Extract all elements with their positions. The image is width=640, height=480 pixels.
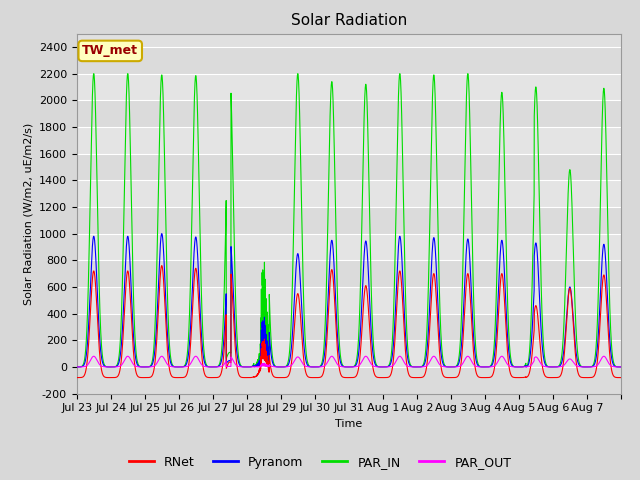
Bar xyxy=(77,207,621,234)
Pyranom xyxy=(539,348,547,354)
Bar xyxy=(77,313,621,340)
RNet xyxy=(539,366,547,372)
RNet xyxy=(617,375,625,381)
Y-axis label: Solar Radiation (W/m2, uE/m2/s): Solar Radiation (W/m2, uE/m2/s) xyxy=(23,122,33,305)
Line: RNet: RNet xyxy=(77,265,621,378)
RNet xyxy=(398,290,406,296)
Bar xyxy=(77,180,621,207)
Bar xyxy=(77,154,621,180)
Title: Solar Radiation: Solar Radiation xyxy=(291,13,407,28)
RNet xyxy=(73,375,81,381)
RNet xyxy=(158,263,166,268)
PAR_OUT xyxy=(186,362,193,368)
RNet xyxy=(369,365,377,371)
PAR_OUT xyxy=(369,363,377,369)
Bar xyxy=(77,47,621,73)
Line: PAR_IN: PAR_IN xyxy=(77,73,621,367)
PAR_IN xyxy=(369,334,377,339)
Pyranom xyxy=(186,338,193,344)
PAR_IN xyxy=(73,364,81,370)
Bar xyxy=(77,367,621,394)
PAR_IN xyxy=(398,131,406,137)
RNet xyxy=(186,353,193,359)
Pyranom xyxy=(398,260,406,266)
Pyranom xyxy=(525,361,532,367)
PAR_IN xyxy=(186,306,193,312)
RNet xyxy=(498,271,506,276)
Pyranom xyxy=(73,364,81,370)
PAR_OUT xyxy=(617,364,625,370)
Pyranom xyxy=(549,364,557,370)
Bar xyxy=(77,260,621,287)
Bar xyxy=(77,340,621,367)
Pyranom xyxy=(369,350,377,356)
PAR_IN xyxy=(617,364,625,370)
Pyranom xyxy=(498,238,506,243)
RNet xyxy=(515,375,523,381)
Legend: RNet, Pyranom, PAR_IN, PAR_OUT: RNet, Pyranom, PAR_IN, PAR_OUT xyxy=(124,451,516,474)
PAR_IN xyxy=(498,90,506,96)
Text: TW_met: TW_met xyxy=(82,44,138,58)
X-axis label: Time: Time xyxy=(335,419,362,429)
PAR_OUT xyxy=(549,364,557,370)
Bar xyxy=(77,127,621,154)
PAR_IN xyxy=(90,71,97,76)
Pyranom xyxy=(158,231,166,237)
PAR_OUT xyxy=(525,364,532,370)
Bar xyxy=(77,100,621,127)
PAR_OUT xyxy=(90,353,97,359)
Bar xyxy=(77,234,621,260)
Bar xyxy=(77,73,621,100)
PAR_OUT xyxy=(398,356,406,361)
PAR_IN xyxy=(525,357,532,362)
PAR_OUT xyxy=(73,364,81,370)
PAR_OUT xyxy=(539,363,547,369)
PAR_IN xyxy=(549,364,557,370)
RNet xyxy=(525,372,532,377)
Pyranom xyxy=(617,364,625,370)
Bar xyxy=(77,287,621,313)
PAR_IN xyxy=(539,329,547,335)
Line: PAR_OUT: PAR_OUT xyxy=(77,356,621,367)
Line: Pyranom: Pyranom xyxy=(77,234,621,367)
PAR_OUT xyxy=(498,353,506,359)
